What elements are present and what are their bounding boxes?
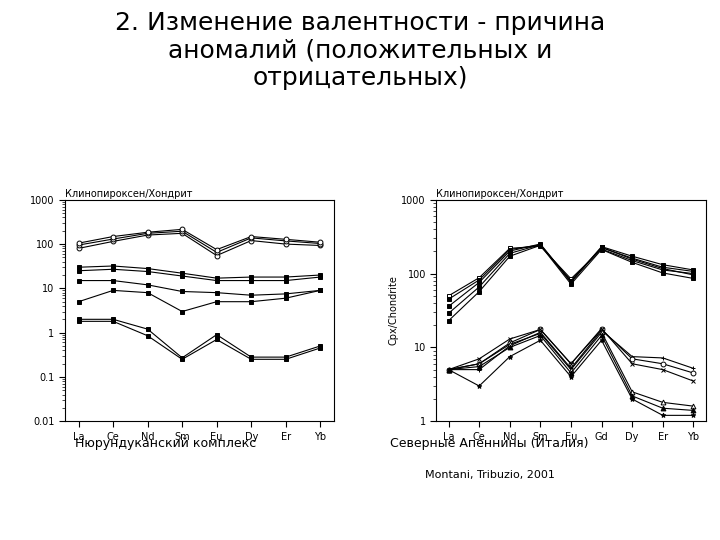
Text: 2. Изменение валентности - причина
аномалий (положительных и
отрицательных): 2. Изменение валентности - причина анома… [115, 11, 605, 90]
Text: Северные Апеннины (Италия): Северные Апеннины (Италия) [390, 437, 589, 450]
Text: Клинопироксен/Хондрит: Клинопироксен/Хондрит [436, 189, 564, 199]
Y-axis label: Cpx/Chondrite: Cpx/Chondrite [389, 275, 399, 346]
Text: Нюрундуканский комплекс: Нюрундуканский комплекс [75, 437, 256, 450]
Text: Клинопироксен/Хондрит: Клинопироксен/Хондрит [65, 189, 192, 199]
Text: Montani, Tribuzio, 2001: Montani, Tribuzio, 2001 [425, 470, 554, 480]
